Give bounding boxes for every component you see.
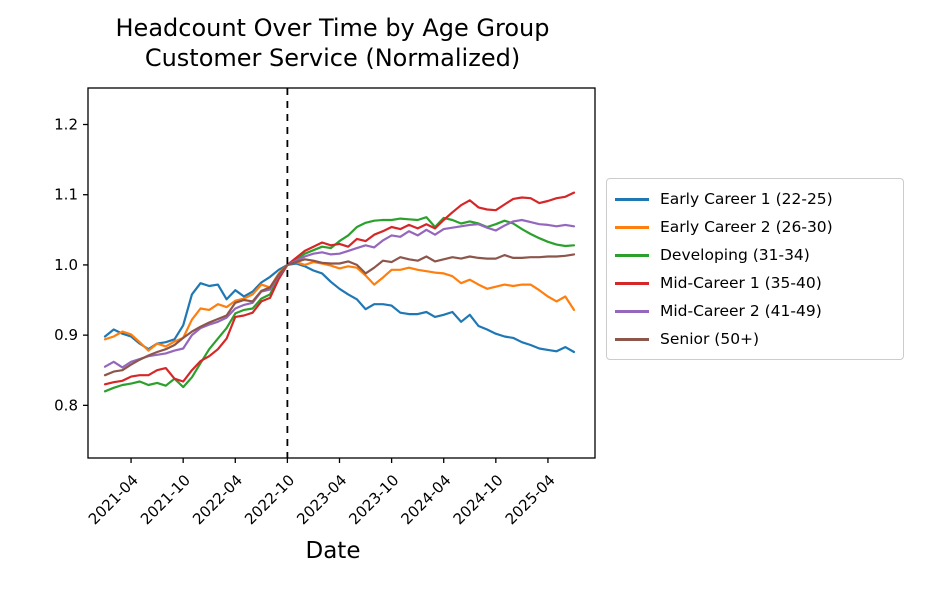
x-tick-label: 2022-04 <box>189 471 246 528</box>
legend-label: Mid-Career 2 (41-49) <box>660 302 822 320</box>
legend-label: Mid-Career 1 (35-40) <box>660 274 822 292</box>
legend-label: Early Career 2 (26-30) <box>660 218 833 236</box>
x-tick-label: 2024-10 <box>450 471 507 528</box>
legend-label: Senior (50+) <box>660 330 760 348</box>
y-tick-label: 0.8 <box>54 396 78 414</box>
x-tick-label: 2021-10 <box>137 471 194 528</box>
legend-line-swatch <box>615 281 649 285</box>
legend-label: Developing (31-34) <box>660 246 810 264</box>
axes-frame <box>87 87 596 459</box>
chart-title: Headcount Over Time by Age Group <box>115 14 550 42</box>
series-line-developing-31-34 <box>103 216 576 393</box>
legend-label: Early Career 1 (22-25) <box>660 190 833 208</box>
series-line-mid-career-2-41-49 <box>103 218 576 369</box>
series-line-mid-career-1-35-40 <box>103 191 576 386</box>
legend-item: Senior (50+) <box>607 325 903 353</box>
x-axis-label: Date <box>305 538 361 564</box>
y-tick-label: 1.1 <box>54 186 78 204</box>
title-block: Headcount Over Time by Age Group Custome… <box>60 13 605 73</box>
legend-item: Developing (31-34) <box>607 241 903 269</box>
legend-item: Mid-Career 1 (35-40) <box>607 269 903 297</box>
legend-item: Mid-Career 2 (41-49) <box>607 297 903 325</box>
legend-line-swatch <box>615 197 649 201</box>
legend-line-swatch <box>615 253 649 257</box>
legend-line-swatch <box>615 225 649 229</box>
legend-line-swatch <box>615 337 649 341</box>
x-tick-label: 2025-04 <box>502 471 559 528</box>
legend-line-swatch <box>615 309 649 313</box>
x-tick-label: 2022-10 <box>241 471 298 528</box>
series-line-senior-50 <box>103 253 576 377</box>
y-tick-label: 1.0 <box>54 256 78 274</box>
series-line-early-career-1-22-25 <box>103 262 576 354</box>
x-tick-label: 2023-04 <box>293 471 350 528</box>
chart-subtitle: Customer Service (Normalized) <box>144 44 521 72</box>
x-tick-label: 2021-04 <box>85 471 142 528</box>
y-tick-label: 0.9 <box>54 326 78 344</box>
legend: Early Career 1 (22-25) Early Career 2 (26… <box>606 178 904 360</box>
y-tick-label: 1.2 <box>54 116 78 134</box>
x-tick-label: 2023-10 <box>345 471 402 528</box>
x-tick-label: 2024-04 <box>397 471 454 528</box>
legend-item: Early Career 1 (22-25) <box>607 185 903 213</box>
legend-item: Early Career 2 (26-30) <box>607 213 903 241</box>
